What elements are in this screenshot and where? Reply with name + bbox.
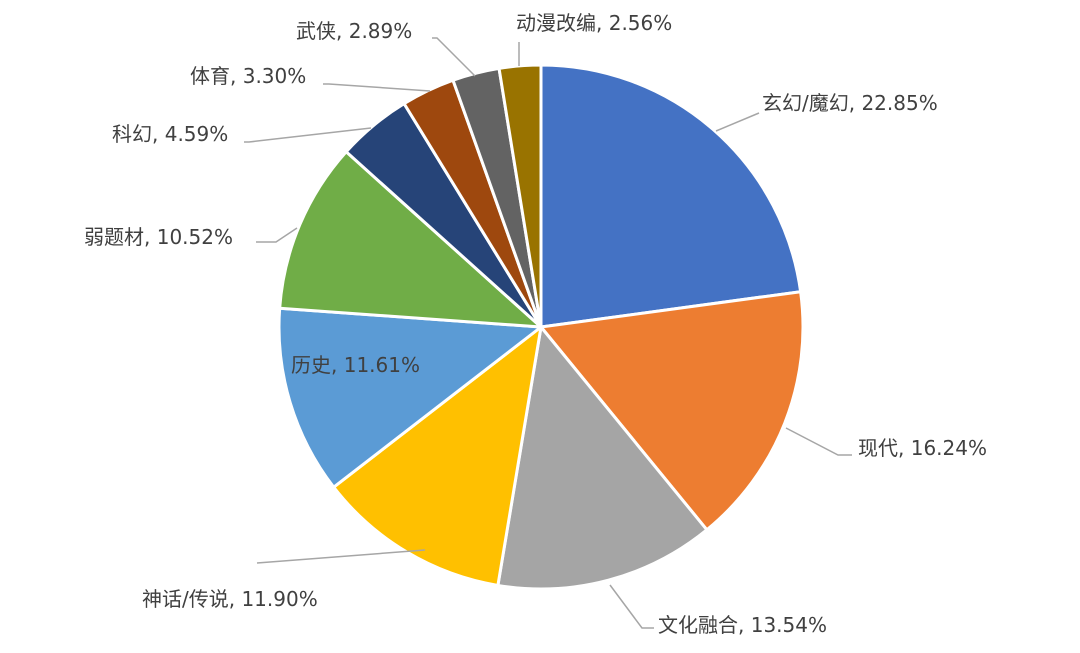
data-label-1: 玄幻/魔幻, 22.85%: [762, 91, 938, 115]
data-label-4: 神话/传说, 11.90%: [142, 587, 318, 611]
data-label-8: 体育, 3.30%: [190, 64, 306, 88]
leader-line-4: [256, 549, 426, 564]
pie-slice-5: [277, 306, 543, 489]
leader-lines: [244, 37, 852, 629]
data-label-6: 弱题材, 10.52%: [84, 225, 233, 249]
pie-slice-3: [496, 325, 709, 591]
leader-line-3: [609, 584, 654, 629]
data-label-10: 动漫改编, 2.56%: [516, 11, 672, 35]
data-label-5: 历史, 11.61%: [291, 353, 420, 377]
data-label-2: 现代, 16.24%: [858, 436, 987, 460]
leader-line-1: [715, 112, 760, 132]
leader-line-6: [256, 227, 298, 243]
pie-slice-10: [497, 63, 543, 329]
data-label-7: 科幻, 4.59%: [112, 122, 228, 146]
leader-line-8: [323, 83, 431, 92]
pie-slice-2: [539, 290, 805, 532]
leader-line-2: [785, 427, 852, 456]
pie-slices: [277, 63, 805, 591]
data-labels: 玄幻/魔幻, 22.85% 现代, 16.24% 文化融合, 13.54% 神话/传说…: [84, 11, 987, 637]
data-label-3: 文化融合, 13.54%: [658, 613, 827, 637]
data-label-9: 武侠, 2.89%: [296, 19, 412, 43]
leader-line-9: [432, 37, 476, 77]
pie-slice-1: [539, 63, 803, 329]
pie-slice-6: [278, 150, 543, 329]
leader-line-7: [244, 127, 372, 143]
